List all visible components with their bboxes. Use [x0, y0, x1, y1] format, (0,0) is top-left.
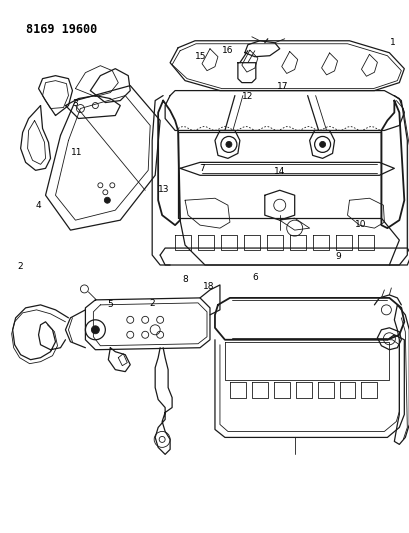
Circle shape	[319, 141, 325, 148]
Text: 16: 16	[221, 46, 233, 55]
Text: 8: 8	[182, 275, 188, 284]
Text: 15: 15	[195, 52, 206, 61]
Text: 1: 1	[389, 38, 395, 47]
Text: 13: 13	[158, 185, 169, 194]
Circle shape	[225, 141, 231, 148]
Text: 11: 11	[70, 148, 82, 157]
Text: 2: 2	[18, 262, 23, 271]
Text: 10: 10	[355, 220, 366, 229]
Text: 6: 6	[252, 272, 258, 281]
Circle shape	[104, 197, 110, 203]
Text: 2: 2	[149, 299, 154, 308]
Text: 7: 7	[198, 164, 204, 173]
Text: 14: 14	[273, 167, 284, 176]
Text: 9: 9	[334, 253, 340, 262]
Text: 4: 4	[36, 201, 41, 210]
Circle shape	[91, 326, 99, 334]
Text: 12: 12	[242, 92, 253, 101]
Text: 8169 19600: 8169 19600	[25, 23, 97, 36]
Text: 18: 18	[202, 282, 213, 291]
Text: 3: 3	[72, 99, 78, 108]
Text: 5: 5	[107, 300, 113, 309]
Text: 17: 17	[276, 83, 288, 92]
